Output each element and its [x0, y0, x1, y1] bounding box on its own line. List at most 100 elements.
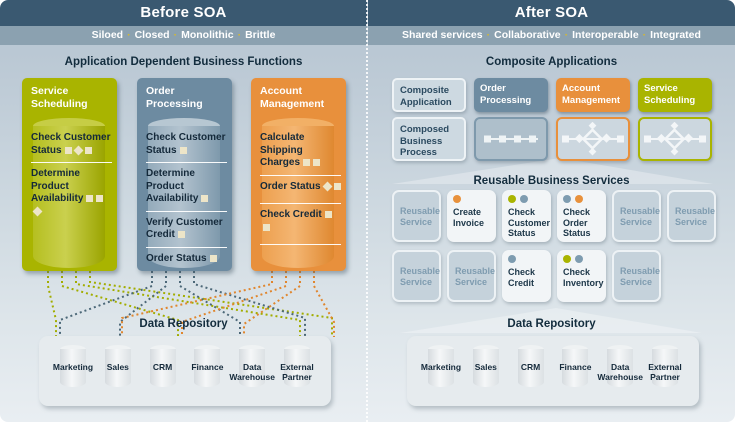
- db-cylinder-icon: [428, 345, 454, 387]
- function-item: Order Status: [260, 181, 341, 204]
- store-marketing: Marketing: [51, 342, 95, 406]
- after-soa-panel: After SOA Shared services · Collaborative ·…: [368, 0, 735, 422]
- separator-dot: ·: [173, 29, 178, 41]
- db-cylinder-icon: [239, 345, 266, 387]
- square-icon: [313, 159, 321, 166]
- diamond-flow-icon: [638, 117, 712, 161]
- composite-applications-title: Composite Applications: [485, 56, 618, 68]
- store-sales: Sales: [96, 342, 140, 406]
- right-data-repository: Marketing Sales CRM Finance Data Warehou…: [407, 336, 699, 406]
- app-order-processing: Order Processing Check Customer Status D…: [137, 78, 232, 271]
- app-account-management: Account Management Calculate Shipping Ch…: [251, 78, 346, 271]
- db-cylinder-icon: [104, 345, 131, 387]
- reusable-service-box: Reusable Service: [392, 250, 441, 302]
- db-cylinder-icon: [607, 345, 634, 387]
- diamond-icon: [32, 206, 43, 216]
- store-crm: CRM: [141, 342, 185, 406]
- check-credit-box: Check Credit: [502, 250, 551, 302]
- reusable-service-box: Reusable Service: [447, 250, 496, 302]
- square-icon: [333, 182, 341, 190]
- app-title: Service Scheduling: [31, 85, 88, 110]
- app-service-scheduling: Service Scheduling Check Customer Status…: [22, 78, 117, 271]
- square-icon: [263, 223, 270, 231]
- left-data-repository: Marketing Sales CRM Finance Data Warehou…: [39, 336, 331, 406]
- square-icon: [324, 211, 332, 218]
- store-external-partner: External Partner: [275, 342, 319, 406]
- service-scheduling-box: Service Scheduling: [638, 78, 712, 112]
- reusable-service-box: Reusable Service: [612, 250, 661, 302]
- square-icon: [303, 159, 311, 166]
- function-item: Order Status: [146, 253, 227, 271]
- separator-dot: ·: [642, 29, 647, 41]
- db-cylinder-icon: [562, 345, 589, 387]
- reusable-business-services-title: Reusable Business Services: [473, 175, 630, 187]
- square-icon: [84, 146, 92, 154]
- olive-dot-icon: [508, 195, 516, 203]
- blue-dot-icon: [508, 255, 516, 263]
- store-crm: CRM: [509, 342, 553, 406]
- square-icon: [86, 195, 94, 202]
- store-data-warehouse: Data Warehouse: [229, 342, 275, 406]
- chain-flow-icon: [474, 117, 548, 161]
- left-repository-title: Data Repository: [139, 318, 228, 330]
- app-title: Account Management: [260, 85, 325, 110]
- square-icon: [201, 195, 209, 202]
- store-data-warehouse: Data Warehouse: [597, 342, 643, 406]
- db-cylinder-icon: [651, 345, 678, 387]
- function-item: Calculate Shipping Charges: [260, 132, 341, 176]
- function-item: Check Credit: [260, 209, 341, 245]
- check-customer-status-box: Check Customer Status: [502, 190, 551, 242]
- diamond-icon: [73, 145, 84, 155]
- db-cylinder-icon: [149, 345, 176, 387]
- square-icon: [177, 231, 185, 238]
- function-item: Determine Product Availability: [31, 168, 112, 223]
- create-invoice-box: Create Invoice: [447, 190, 496, 242]
- blue-dot-icon: [520, 195, 528, 203]
- function-item: Determine Product Availability: [146, 168, 227, 212]
- before-soa-attributes: Siloed · Closed · Monolithic · Brittle: [0, 26, 367, 45]
- account-management-box: Account Management: [556, 78, 630, 112]
- orange-dot-icon: [575, 195, 583, 203]
- store-finance: Finance: [185, 342, 229, 406]
- reusable-service-box: Reusable Service: [667, 190, 716, 242]
- before-soa-header: Before SOA: [0, 0, 367, 26]
- square-icon: [179, 146, 187, 154]
- check-inventory-box: Check Inventory: [557, 250, 606, 302]
- db-cylinder-icon: [472, 345, 499, 387]
- after-soa-attributes: Shared services · Collaborative · Interopera…: [368, 26, 735, 45]
- olive-dot-icon: [563, 255, 571, 263]
- db-cylinder-icon: [283, 345, 310, 387]
- orange-dot-icon: [453, 195, 461, 203]
- reusable-service-box: Reusable Service: [612, 190, 661, 242]
- diamond-flow-icon: [556, 117, 630, 161]
- services-row-2: Reusable Service Reusable Service Check …: [392, 250, 661, 302]
- check-order-status-box: Check Order Status: [557, 190, 606, 242]
- composite-row-2: Composed Business Process: [392, 117, 712, 161]
- reusable-service-box: Reusable Service: [392, 190, 441, 242]
- composed-business-process-box: Composed Business Process: [392, 117, 466, 161]
- store-marketing: Marketing: [419, 342, 463, 406]
- composite-application-box: Composite Application: [392, 78, 466, 112]
- store-finance: Finance: [553, 342, 597, 406]
- square-icon: [96, 195, 104, 202]
- blue-dot-icon: [563, 195, 571, 203]
- function-item: Check Customer Status: [146, 132, 227, 163]
- db-cylinder-icon: [60, 345, 86, 387]
- db-cylinder-icon: [517, 345, 544, 387]
- function-item: Verify Customer Credit: [146, 217, 227, 248]
- square-icon: [64, 146, 72, 154]
- separator-dot: ·: [237, 29, 242, 41]
- order-processing-box: Order Processing: [474, 78, 548, 112]
- blue-dot-icon: [575, 255, 583, 263]
- store-sales: Sales: [464, 342, 508, 406]
- separator-dot: ·: [564, 29, 569, 41]
- square-icon: [209, 254, 217, 262]
- right-repository-title: Data Repository: [507, 318, 596, 330]
- function-item: Check Customer Status: [31, 132, 112, 163]
- left-section-title: Application Dependent Business Functions: [64, 56, 303, 68]
- services-row-1: Reusable Service Create Invoice Check Cu…: [392, 190, 716, 242]
- separator-dot: ·: [127, 29, 131, 41]
- store-external-partner: External Partner: [643, 342, 687, 406]
- db-cylinder-icon: [194, 345, 221, 387]
